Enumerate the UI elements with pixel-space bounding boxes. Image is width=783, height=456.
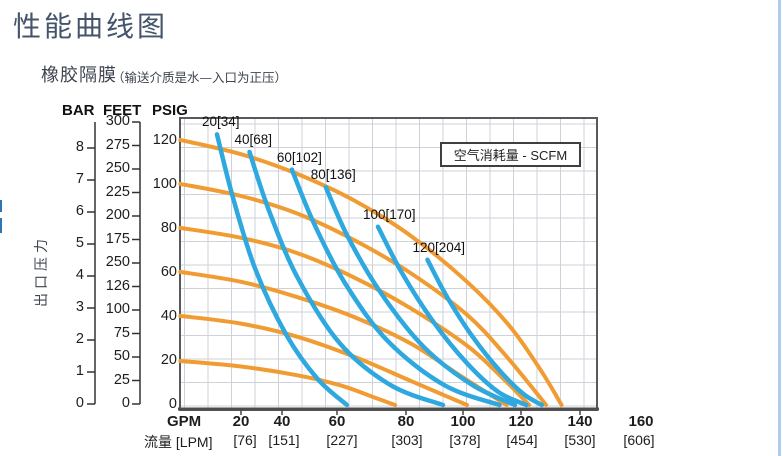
psig-tick-label: 20 (160, 352, 177, 368)
air-consumption-curve (214, 132, 350, 408)
bar-axis-header: BAR (62, 102, 95, 119)
psig-tick-label: 100 (152, 176, 177, 192)
air-consumption-curve (375, 224, 529, 408)
chart-subtitle-note: （输送介质是水—入口为正压） (112, 70, 288, 85)
psig-tick-label: 40 (160, 308, 177, 324)
lpm-tick-label: [303] (391, 432, 423, 448)
chart-subtitle: 橡胶隔膜 (41, 65, 117, 86)
feet-tick-label: 275 (105, 136, 130, 153)
feet-tick-label: 200 (105, 207, 130, 223)
gpm-tick-label: 120 (508, 413, 534, 430)
air-consumption-curve-label: 20[34] (201, 114, 240, 130)
gpm-tick-label: 160 (628, 413, 654, 430)
pressure-curve (178, 225, 532, 407)
feet-tick-label: 25 (113, 371, 130, 388)
bar-tick-label: 4 (75, 267, 84, 283)
pressure-curve (178, 137, 564, 407)
lpm-tick-label: [76] (233, 432, 257, 448)
air-consumption-curve-label: 120[204] (412, 239, 465, 255)
bar-tick-label: 8 (75, 139, 84, 155)
lpm-tick-label: [454] (506, 432, 538, 448)
feet-tick-label: 175 (105, 230, 130, 247)
lpm-tick-label: [378] (449, 432, 481, 448)
feet-tick-label: 100 (105, 301, 130, 317)
feet-tick-label: 0 (121, 395, 130, 411)
feet-tick-label: 250 (105, 160, 130, 176)
pressure-curve (178, 313, 469, 407)
legend-box: 空气消耗量 - SCFM (440, 142, 581, 167)
bar-tick-label: 1 (75, 363, 84, 379)
lpm-tick-label: [530] (564, 432, 596, 448)
x-axis-unit-lpm: 流量 [LPM] (144, 434, 213, 450)
air-consumption-curve (247, 149, 446, 408)
air-consumption-curve-label: 40[68] (234, 132, 273, 147)
gpm-tick-label: 100 (450, 413, 476, 430)
psig-tick-label: 80 (160, 220, 177, 236)
page-edge-line (778, 0, 781, 456)
gpm-tick-label: 60 (328, 413, 346, 430)
left-edge-artifact (0, 218, 2, 233)
gpm-tick-label: 20 (232, 413, 250, 430)
pressure-curve (178, 181, 549, 407)
feet-tick-label: 300 (105, 113, 130, 129)
psig-tick-label: 0 (168, 396, 177, 412)
air-consumption-curve-label: 60[102] (276, 149, 322, 165)
bar-tick-label: 5 (75, 235, 84, 251)
bar-tick-label: 7 (75, 171, 84, 187)
feet-tick-label: 225 (105, 183, 130, 200)
gpm-tick-label: 80 (397, 413, 415, 430)
left-edge-artifact (0, 200, 2, 212)
feet-tick-label: 50 (113, 348, 130, 364)
bar-tick-label: 3 (75, 299, 84, 315)
air-consumption-curve (289, 167, 502, 408)
feet-tick-label: 75 (113, 324, 130, 341)
bar-tick-label: 6 (75, 203, 84, 219)
psig-tick-label: 60 (160, 264, 177, 280)
lpm-tick-label: [151] (268, 432, 300, 448)
air-consumption-curve (323, 184, 518, 408)
air-consumption-curve-label: 80[136] (310, 167, 356, 183)
feet-axis-header: FEET (103, 102, 142, 119)
psig-axis-header: PSIG (152, 102, 188, 119)
gpm-tick-label: 40 (273, 413, 291, 430)
legend-label: 空气消耗量 - SCFM (453, 148, 568, 163)
lpm-tick-label: [606] (623, 432, 655, 448)
air-consumption-curve (425, 257, 545, 408)
x-axis-unit-gpm: GPM (167, 413, 202, 430)
air-consumption-curve-label: 100[170] (363, 206, 416, 222)
bar-tick-label: 0 (75, 395, 84, 411)
psig-tick-label: 120 (152, 132, 177, 148)
bar-tick-label: 2 (75, 331, 84, 347)
lpm-tick-label: [227] (326, 432, 358, 448)
page-title: 性能曲线图 (13, 10, 169, 43)
feet-tick-label: 250 (105, 254, 130, 270)
gpm-tick-label: 140 (567, 413, 593, 430)
feet-tick-label: 126 (105, 277, 130, 294)
